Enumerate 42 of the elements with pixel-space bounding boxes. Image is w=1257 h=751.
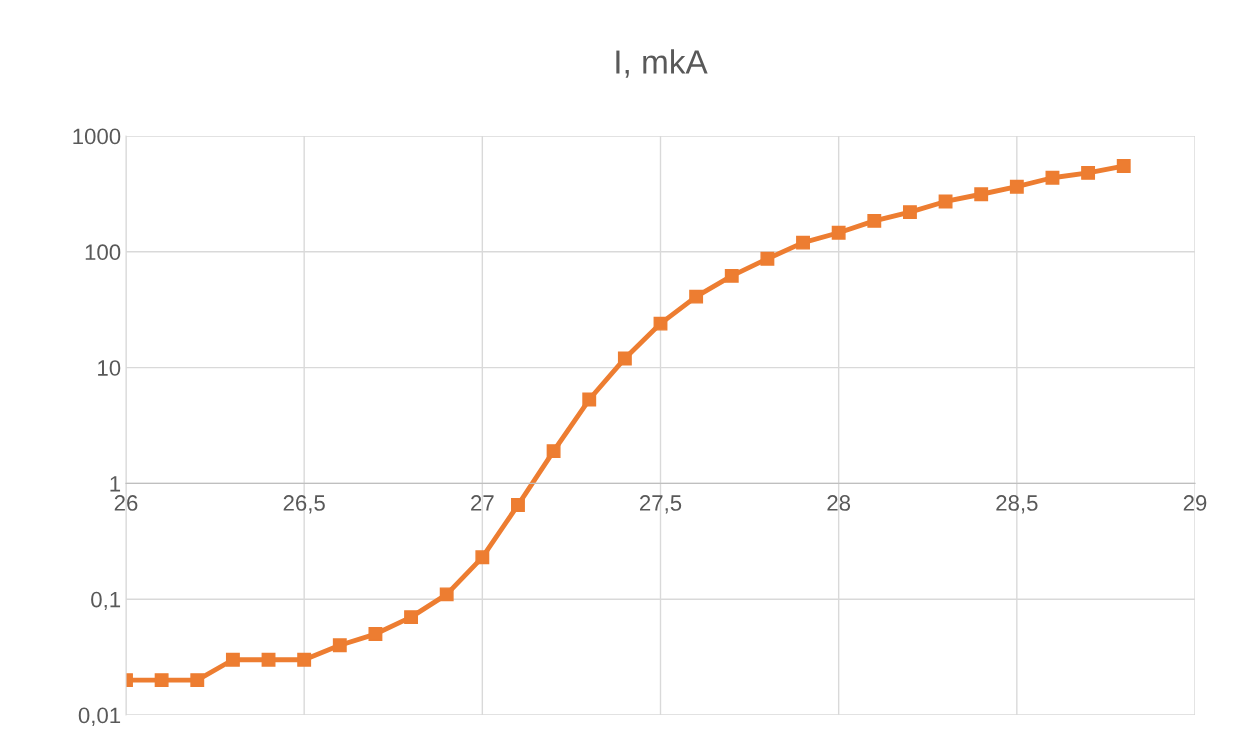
point xyxy=(582,392,597,407)
point xyxy=(831,225,846,240)
point xyxy=(653,316,668,331)
point xyxy=(261,652,276,667)
point xyxy=(724,268,739,283)
point xyxy=(225,652,240,667)
point xyxy=(404,610,419,625)
point xyxy=(546,444,561,459)
x-tick-label: 28,5 xyxy=(996,495,1038,514)
point xyxy=(1116,159,1131,174)
point xyxy=(689,289,704,304)
point xyxy=(297,652,312,667)
point xyxy=(796,235,810,250)
point xyxy=(439,587,454,602)
chart-title: I, mkA xyxy=(616,49,708,78)
point xyxy=(867,213,882,228)
x-tick-label: 26 xyxy=(114,495,138,511)
point xyxy=(154,673,169,688)
point xyxy=(974,187,989,202)
y-tick-label: 1000 xyxy=(73,128,121,145)
point xyxy=(475,550,490,565)
y-tick-label: 0,01 xyxy=(78,707,121,726)
y-tick-label: 1 xyxy=(110,476,121,492)
point xyxy=(190,673,205,688)
y-tick-label: 0,1 xyxy=(91,591,121,611)
x-tick-label: 27,5 xyxy=(639,495,682,514)
point xyxy=(368,627,383,642)
y-tick-label: 100 xyxy=(85,244,121,261)
point xyxy=(938,194,953,209)
point xyxy=(1081,165,1096,180)
x-tick-label: 28 xyxy=(827,495,851,511)
point xyxy=(511,498,525,513)
x-tick-label: 26,5 xyxy=(283,495,325,514)
point xyxy=(902,205,917,220)
point xyxy=(617,351,632,366)
x-tick-label: 29 xyxy=(1183,495,1207,511)
point xyxy=(760,251,775,266)
y-tick-label: 10 xyxy=(98,360,121,376)
point xyxy=(1045,170,1060,185)
x-tick-label: 27 xyxy=(471,495,494,511)
point xyxy=(332,638,347,653)
point xyxy=(1009,179,1024,194)
